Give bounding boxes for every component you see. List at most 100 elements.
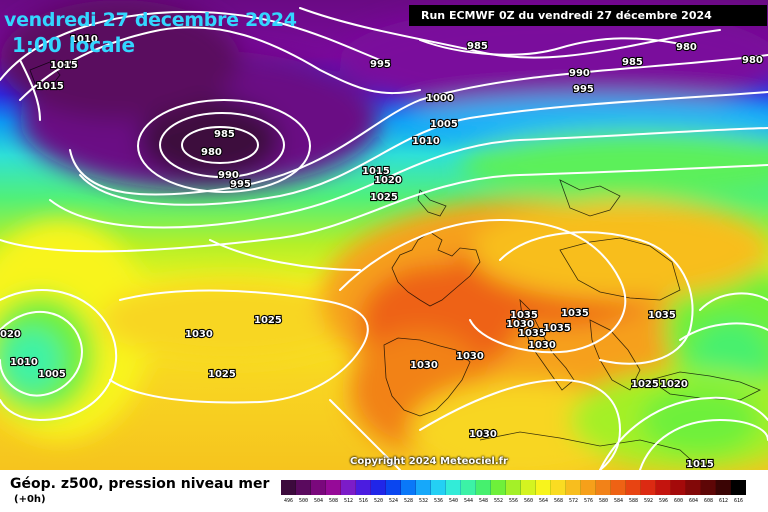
scale-tick-label: 548 [478,498,489,504]
isobar-label: 995 [573,84,594,95]
isobar-label: 1035 [648,310,676,321]
scale-step: 580 [596,480,611,504]
scale-tick-label: 608 [703,498,714,504]
scale-step: 504 [311,480,326,504]
scale-swatch [416,480,431,495]
isobar-label: 1000 [426,93,454,104]
scale-step: 532 [416,480,431,504]
isobar-label: 1025 [254,315,282,326]
scale-swatch [566,480,581,495]
scale-tick-label: 528 [403,498,414,504]
scale-swatch [596,480,611,495]
isobar-label: 980 [676,42,697,53]
scale-step: 560 [521,480,536,504]
scale-swatch [536,480,551,495]
isobar-label: 1005 [38,369,66,380]
scale-swatch [386,480,401,495]
scale-tick-label: 524 [388,498,399,504]
scale-step: 524 [386,480,401,504]
isobar-label: 990 [569,68,590,79]
scale-swatch [521,480,536,495]
scale-swatch [476,480,491,495]
isobar-label: 1015 [686,459,714,470]
scale-step: 496 [281,480,296,504]
scale-tick-label: 568 [553,498,564,504]
scale-tick-label: 556 [508,498,519,504]
isobar-label: 980 [201,147,222,158]
scale-step: 516 [356,480,371,504]
scale-swatch [701,480,716,495]
scale-tick-label: 564 [538,498,549,504]
isobar-label: 1025 [631,379,659,390]
scale-step: 508 [326,480,341,504]
scale-tick-label: 576 [583,498,594,504]
isobar-label: 1015 [36,81,64,92]
isobar-lines [0,7,768,470]
isobar-label: 985 [214,129,235,140]
isobar-label: 985 [622,57,643,68]
scale-swatch [356,480,371,495]
isobar-label: 1030 [185,329,213,340]
scale-tick-label: 504 [313,498,324,504]
scale-step: 512 [341,480,356,504]
scale-tick-label: 600 [673,498,684,504]
forecast-time: 1:00 locale [12,33,136,57]
isobar-label: 1030 [469,429,497,440]
scale-step: 544 [461,480,476,504]
scale-step: 540 [446,480,461,504]
scale-step: 500 [296,480,311,504]
copyright-notice: Copyright 2024 Meteociel.fr [350,456,508,467]
forecast-date: vendredi 27 decembre 2024 [4,9,297,31]
scale-tick-label: 552 [493,498,504,504]
scale-swatch [311,480,326,495]
scale-step: 588 [626,480,641,504]
scale-swatch [731,480,746,495]
scale-tick-label: 584 [613,498,624,504]
isobar-label: 1030 [506,319,534,330]
scale-step: 552 [491,480,506,504]
isobar-label: 1030 [528,340,556,351]
scale-tick-label: 540 [448,498,459,504]
scale-step: 564 [536,480,551,504]
scale-step: 536 [431,480,446,504]
scale-swatch [296,480,311,495]
scale-swatch [371,480,386,495]
isobar-label: 1005 [430,119,458,130]
scale-tick-label: 536 [433,498,444,504]
isobar-label: 995 [370,59,391,70]
map-legend-footer: Géop. z500, pression niveau mer (+0h) 49… [0,470,768,512]
scale-swatch [551,480,566,495]
scale-step: 608 [701,480,716,504]
isobar-label: 1010 [70,34,98,45]
scale-swatch [326,480,341,495]
scale-swatch [341,480,356,495]
scale-tick-label: 596 [658,498,669,504]
legend-subtitle: (+0h) [14,494,46,505]
scale-step: 548 [476,480,491,504]
isobar-label: 020 [0,329,21,340]
scale-tick-label: 580 [598,498,609,504]
scale-swatch [401,480,416,495]
isobar-label: 1035 [510,310,538,321]
scale-step: 600 [671,480,686,504]
z500-pressure-map: 1010 1015 1015 995 985 980 980 985 990 9… [0,0,768,470]
scale-step: 556 [506,480,521,504]
scale-step: 612 [716,480,731,504]
scale-tick-label: 512 [343,498,354,504]
isobar-label: 990 [218,170,239,181]
isobar-label: 1025 [208,369,236,380]
scale-swatch [446,480,461,495]
scale-tick-label: 572 [568,498,579,504]
legend-title: Géop. z500, pression niveau mer [10,476,270,492]
isobar-label: 1015 [362,166,390,177]
scale-tick-label: 544 [463,498,474,504]
isobar-label: 1010 [10,357,38,368]
scale-tick-label: 612 [718,498,729,504]
scale-swatch [641,480,656,495]
isobar-label: 1035 [561,308,589,319]
model-run-info: Run ECMWF 0Z du vendredi 27 décembre 202… [409,5,767,26]
scale-step: 576 [581,480,596,504]
isobar-label: 1025 [370,192,398,203]
scale-tick-label: 588 [628,498,639,504]
